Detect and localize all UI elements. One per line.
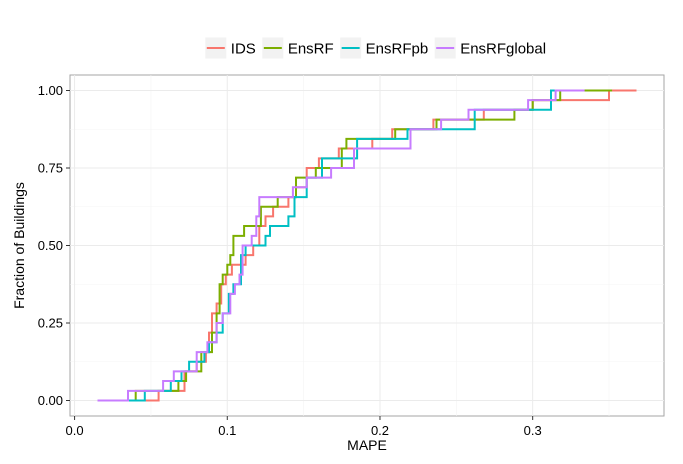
series-line-ensrfglobal [97, 89, 585, 402]
y-tick-label: 0.00 [38, 393, 63, 408]
legend-item-ensrfpb: EnsRFpb [339, 36, 429, 60]
legend-label: EnsRFglobal [460, 41, 546, 58]
legend-label: IDS [231, 41, 256, 58]
legend: IDS EnsRF EnsRFpb EnsRFglobal [204, 36, 546, 60]
series-layer [97, 89, 637, 402]
x-tick-label: 0.1 [218, 423, 236, 438]
series-line-ensrf [97, 89, 613, 402]
y-tick-label: 0.75 [38, 161, 63, 176]
x-tick-label: 0.0 [66, 423, 84, 438]
y-tick-label: 1.00 [38, 83, 63, 98]
grid [70, 75, 664, 416]
axes: 0.0 0.1 0.2 0.3 0.00 0.25 0.50 0.75 1.00 [38, 83, 542, 438]
x-axis-title: MAPE [347, 437, 387, 453]
y-tick-label: 0.25 [38, 316, 63, 331]
legend-item-ensrf: EnsRF [261, 36, 334, 60]
legend-item-ids: IDS [204, 36, 256, 60]
x-tick-label: 0.3 [524, 423, 542, 438]
legend-label: EnsRF [288, 41, 334, 58]
legend-label: EnsRFpb [366, 41, 429, 58]
x-tick-label: 0.2 [371, 423, 389, 438]
y-tick-label: 0.50 [38, 238, 63, 253]
y-axis-title: Fraction of Buildings [11, 182, 27, 309]
legend-item-ensrfglobal: EnsRFglobal [433, 36, 546, 60]
